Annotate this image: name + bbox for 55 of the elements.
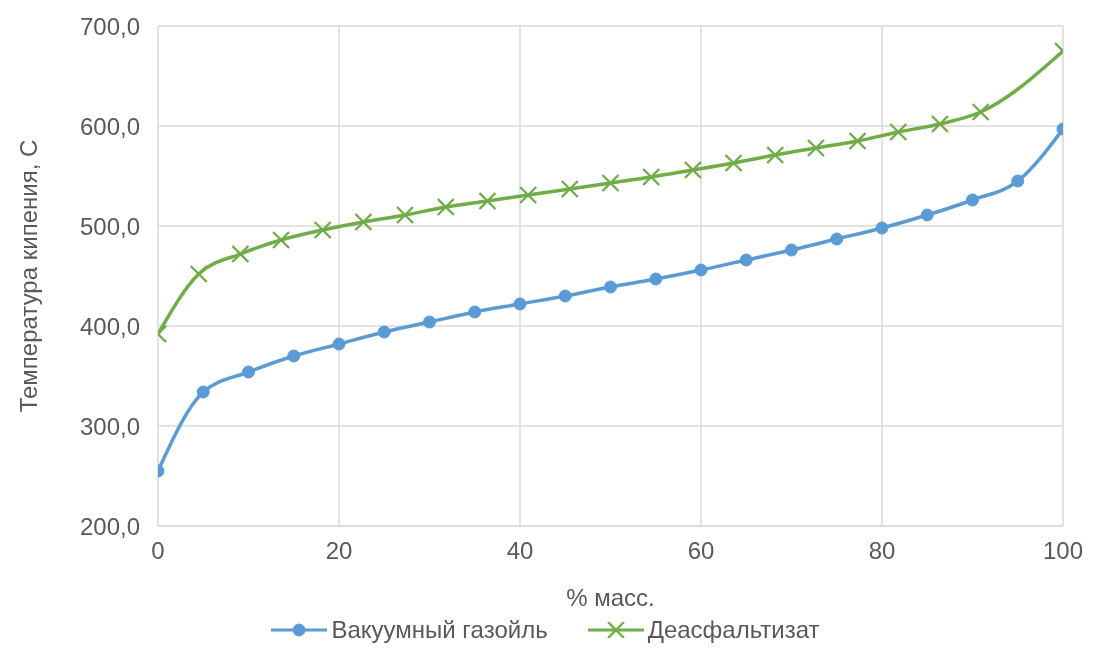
point <box>436 197 455 217</box>
point <box>875 221 889 235</box>
point <box>332 337 346 351</box>
x-tick-label: 60 <box>687 537 715 565</box>
point <box>189 264 208 284</box>
point <box>468 305 482 319</box>
point <box>287 349 301 363</box>
point <box>242 365 255 379</box>
y-tick-label: 600,0 <box>79 112 140 140</box>
point <box>601 173 620 193</box>
point <box>830 232 844 246</box>
point <box>354 212 373 232</box>
point <box>377 325 391 339</box>
y-tick-label: 500,0 <box>79 212 140 240</box>
point <box>395 205 415 225</box>
point <box>313 220 332 240</box>
point <box>513 297 527 311</box>
point <box>423 315 436 329</box>
y-tick-label: 400,0 <box>79 312 140 340</box>
point <box>560 179 579 199</box>
point <box>694 263 708 277</box>
point <box>231 244 250 264</box>
point <box>649 272 663 286</box>
point <box>806 138 826 158</box>
point <box>971 102 990 122</box>
point <box>766 145 785 165</box>
point <box>642 167 661 187</box>
x-tick-label: 40 <box>506 537 534 565</box>
point <box>920 208 934 222</box>
legend-label: Вакуумный газойль <box>330 616 548 644</box>
point <box>196 385 210 399</box>
point <box>848 131 867 151</box>
point <box>558 289 572 303</box>
y-axis-title: Температура кипения, С <box>14 139 42 413</box>
point <box>478 191 497 211</box>
x-tick-label: 80 <box>868 537 896 565</box>
y-tick-label: 700,0 <box>79 12 140 40</box>
point <box>271 230 291 250</box>
point <box>724 153 743 173</box>
point <box>604 280 617 294</box>
point <box>966 193 979 207</box>
y-tick-label: 200,0 <box>79 512 140 540</box>
point <box>739 253 753 267</box>
point <box>930 114 950 134</box>
point <box>1011 174 1025 188</box>
y-tick-label: 300,0 <box>79 412 140 440</box>
x-axis-title: % масс. <box>566 584 655 611</box>
x-tick-label: 20 <box>325 537 353 565</box>
x-tick-label: 0 <box>151 537 165 565</box>
point <box>683 160 703 180</box>
legend-label: Деасфальтизат <box>646 616 820 644</box>
point <box>518 185 538 205</box>
point <box>785 243 798 257</box>
x-tick-label: 100 <box>1042 537 1084 565</box>
point <box>889 122 908 142</box>
